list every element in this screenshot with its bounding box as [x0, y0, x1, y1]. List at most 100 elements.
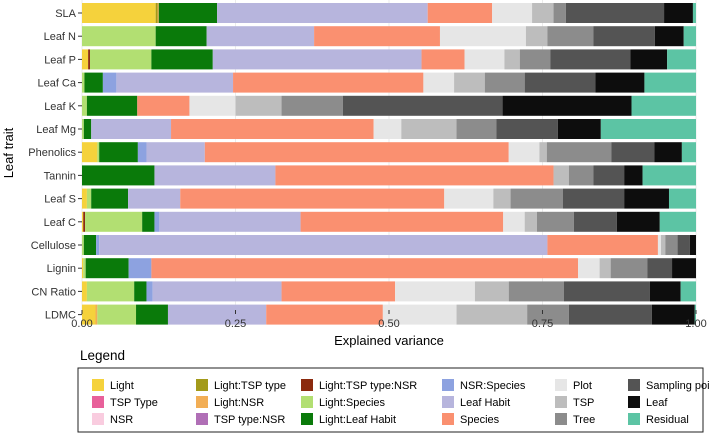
bar-segment — [510, 188, 563, 209]
bar-segment — [578, 258, 600, 279]
legend-swatch — [92, 396, 104, 408]
bar-segment — [553, 165, 569, 186]
bar-segment — [421, 49, 465, 70]
bar-segment — [142, 211, 155, 232]
bar-segment — [661, 235, 666, 255]
bar-segment — [503, 211, 525, 232]
legend-label: TSP type:NSR — [214, 414, 285, 426]
bar-segment — [642, 165, 696, 186]
bar-segment — [206, 26, 315, 47]
bar-segment — [568, 165, 594, 186]
bar-segment — [427, 3, 493, 23]
bar-segment — [519, 49, 551, 70]
bar-segment — [146, 142, 205, 163]
bar-segment — [154, 165, 276, 186]
x-tick-label: 1.00 — [685, 318, 706, 330]
bar-segment — [300, 211, 504, 232]
y-tick-labels: SLA Leaf N Leaf P Leaf Ca Leaf K Leaf Mg Pheno… — [28, 8, 82, 322]
bar-segment — [189, 95, 236, 116]
bar-segment — [314, 26, 440, 47]
bar-segment — [96, 235, 100, 255]
bar-segment — [657, 235, 662, 255]
bar-segment — [83, 119, 92, 139]
legend-box — [77, 367, 704, 433]
bar-segment — [547, 235, 658, 255]
bar-segment — [82, 95, 87, 116]
x-tick-label: 0.25 — [225, 318, 246, 330]
legend-label: TSP — [573, 397, 594, 409]
bar-segment — [159, 211, 301, 232]
y-tick-label: LDMC — [45, 310, 76, 322]
bar-segment — [680, 281, 696, 302]
bar-segment — [631, 95, 696, 116]
bar-segment — [395, 281, 475, 302]
bar-segment — [158, 3, 218, 23]
bar-segment — [82, 119, 84, 139]
bar-segment — [99, 142, 138, 163]
bar-segment — [151, 49, 213, 70]
bar-segment — [212, 49, 422, 70]
y-tick-label: CN Ratio — [31, 286, 76, 298]
bar-segment — [82, 26, 156, 47]
legend-label: NSR — [110, 414, 133, 426]
bar-segment — [524, 211, 537, 232]
legend-swatch — [301, 379, 313, 391]
legend-swatch — [301, 413, 313, 425]
bar-segment — [97, 304, 137, 325]
bar-segment — [102, 72, 117, 93]
bar-segment — [97, 142, 100, 163]
bar-segment — [562, 188, 625, 209]
bar-segment — [281, 281, 396, 302]
legend-swatch — [628, 396, 640, 408]
bar-segment — [665, 235, 678, 255]
legend-swatch — [196, 413, 208, 425]
legend-label: Species — [460, 414, 500, 426]
legend-swatch — [628, 413, 640, 425]
bar-segment — [91, 188, 129, 209]
bar-segment — [154, 211, 160, 232]
bar-segment — [91, 119, 172, 139]
legend-label: Light — [110, 380, 134, 392]
y-tick-label: Tannin — [44, 170, 76, 182]
bar-segment — [683, 26, 696, 47]
bar-segment — [82, 211, 84, 232]
bar-segment — [155, 26, 207, 47]
legend-swatch — [555, 379, 567, 391]
bar-segment — [610, 258, 648, 279]
bar-segment — [508, 142, 540, 163]
bar-segment — [557, 119, 601, 139]
legend-swatch — [301, 396, 313, 408]
legend-label: Light:TSP type — [214, 380, 286, 392]
bar-segment — [82, 281, 87, 302]
bar-segment — [651, 304, 695, 325]
bar-segment — [342, 95, 503, 116]
legend-label: Leaf Habit — [460, 397, 510, 409]
bar-segment — [624, 188, 669, 209]
legend-label: TSP Type — [110, 397, 158, 409]
bar-segment — [137, 142, 147, 163]
bar-segment — [668, 188, 696, 209]
bar-segment — [546, 142, 612, 163]
bar-segment — [568, 304, 652, 325]
bar-segment — [563, 281, 650, 302]
bar-segment — [616, 211, 660, 232]
bar-segment — [677, 235, 690, 255]
bar-segment — [611, 142, 655, 163]
bar-segment — [547, 26, 594, 47]
bar-segment — [654, 142, 682, 163]
legend-label: Plot — [573, 380, 592, 392]
legend-swatch — [555, 413, 567, 425]
bar-segment — [672, 258, 696, 279]
bar-segment — [83, 235, 97, 255]
y-tick-label: Leaf P — [44, 54, 76, 66]
bar-segment — [525, 26, 548, 47]
bar-segment — [524, 72, 596, 93]
bar-segment — [86, 95, 138, 116]
legend-swatch — [442, 413, 454, 425]
bar-segment — [95, 304, 98, 325]
bar-segment — [167, 304, 267, 325]
bar-segment — [654, 26, 684, 47]
bar-segment — [82, 235, 84, 255]
bar-segment — [550, 49, 631, 70]
